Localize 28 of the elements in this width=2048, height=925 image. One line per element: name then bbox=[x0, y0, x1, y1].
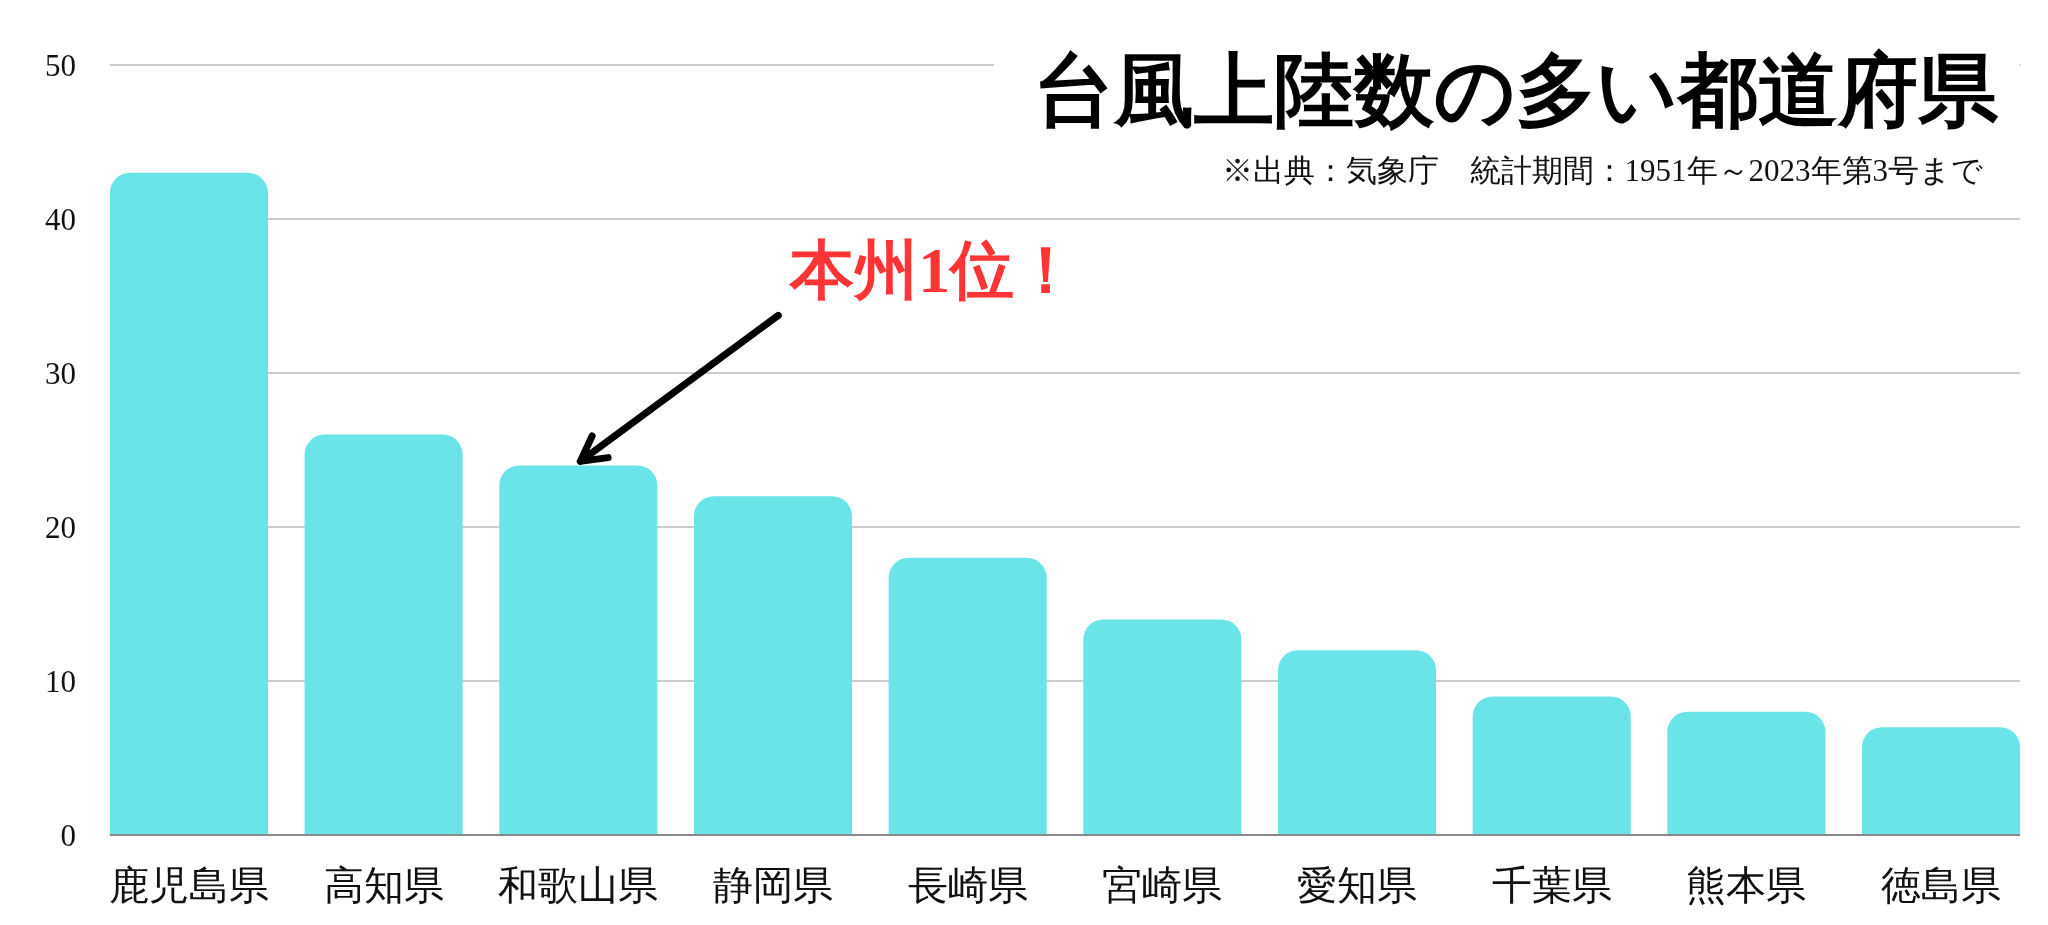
y-tick-label: 20 bbox=[45, 509, 76, 545]
y-tick-label: 40 bbox=[45, 201, 76, 237]
bar bbox=[1083, 619, 1242, 835]
x-tick-label: 愛知県 bbox=[1297, 862, 1418, 908]
x-tick-label: 鹿児島県 bbox=[108, 862, 269, 908]
bar bbox=[1472, 696, 1631, 835]
bar bbox=[1667, 711, 1826, 835]
bar bbox=[1862, 727, 2021, 835]
annotation: 本州1位！ bbox=[788, 234, 1079, 306]
x-tick-label: 千葉県 bbox=[1491, 862, 1612, 908]
bar bbox=[304, 434, 463, 835]
x-tick-label: 和歌山県 bbox=[498, 862, 659, 908]
bar bbox=[109, 172, 268, 835]
x-tick-label: 熊本県 bbox=[1686, 862, 1807, 908]
x-tick-label: 高知県 bbox=[323, 862, 444, 908]
y-tick-label: 0 bbox=[60, 817, 76, 853]
x-tick-label: 宮崎県 bbox=[1102, 862, 1223, 908]
y-tick-label: 10 bbox=[45, 663, 76, 699]
x-tick-label: 静岡県 bbox=[712, 862, 833, 908]
x-tick-label: 徳島県 bbox=[1881, 862, 2002, 908]
bar bbox=[1277, 650, 1437, 835]
bar bbox=[888, 557, 1047, 835]
x-tick-label: 長崎県 bbox=[907, 862, 1028, 908]
y-tick-label: 30 bbox=[45, 355, 76, 391]
bar bbox=[693, 496, 853, 835]
y-tick-label: 50 bbox=[45, 47, 76, 83]
chart-title: 台風上陸数の多い都道府県 bbox=[1034, 45, 1999, 135]
text: ※出典：気象庁 統計期間：1951年～2023年第3号まで bbox=[1221, 152, 1983, 188]
